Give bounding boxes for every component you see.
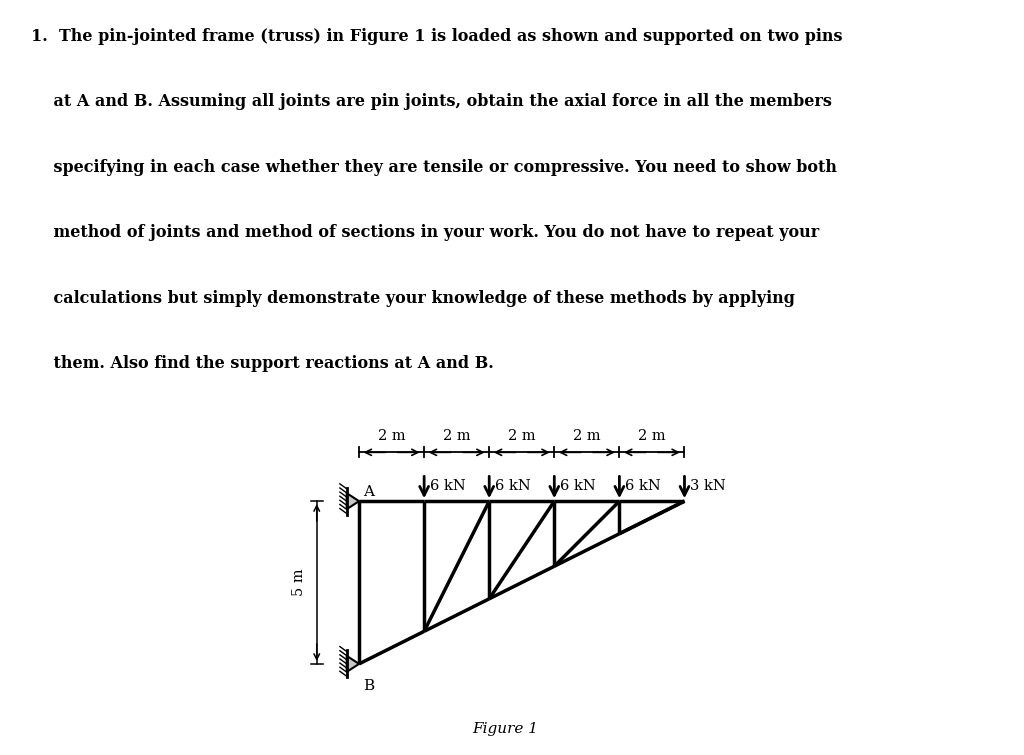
Text: A: A: [362, 485, 374, 498]
Text: calculations but simply demonstrate your knowledge of these methods by applying: calculations but simply demonstrate your…: [31, 290, 795, 307]
Text: 6 kN: 6 kN: [430, 479, 466, 493]
Text: specifying in each case whether they are tensile or compressive. You need to sho: specifying in each case whether they are…: [31, 159, 837, 176]
Text: 6 kN: 6 kN: [626, 479, 662, 493]
Text: Figure 1: Figure 1: [472, 722, 539, 736]
Text: method of joints and method of sections in your work. You do not have to repeat : method of joints and method of sections …: [31, 224, 819, 242]
Text: 2 m: 2 m: [508, 430, 536, 443]
Text: 6 kN: 6 kN: [495, 479, 530, 493]
Text: at A and B. Assuming all joints are pin joints, obtain the axial force in all th: at A and B. Assuming all joints are pin …: [31, 94, 831, 110]
Text: 2 m: 2 m: [378, 430, 406, 443]
Text: 5 m: 5 m: [292, 569, 306, 596]
Text: 3 kN: 3 kN: [690, 479, 726, 493]
Text: 2 m: 2 m: [573, 430, 601, 443]
Text: 2 m: 2 m: [638, 430, 666, 443]
Text: B: B: [362, 679, 374, 692]
Polygon shape: [347, 656, 359, 672]
Text: them. Also find the support reactions at A and B.: them. Also find the support reactions at…: [31, 356, 494, 372]
Polygon shape: [347, 493, 359, 509]
Text: 1.  The pin-jointed frame (truss) in Figure 1 is loaded as shown and supported o: 1. The pin-jointed frame (truss) in Figu…: [31, 28, 842, 45]
Text: 2 m: 2 m: [442, 430, 470, 443]
Text: 6 kN: 6 kN: [560, 479, 596, 493]
